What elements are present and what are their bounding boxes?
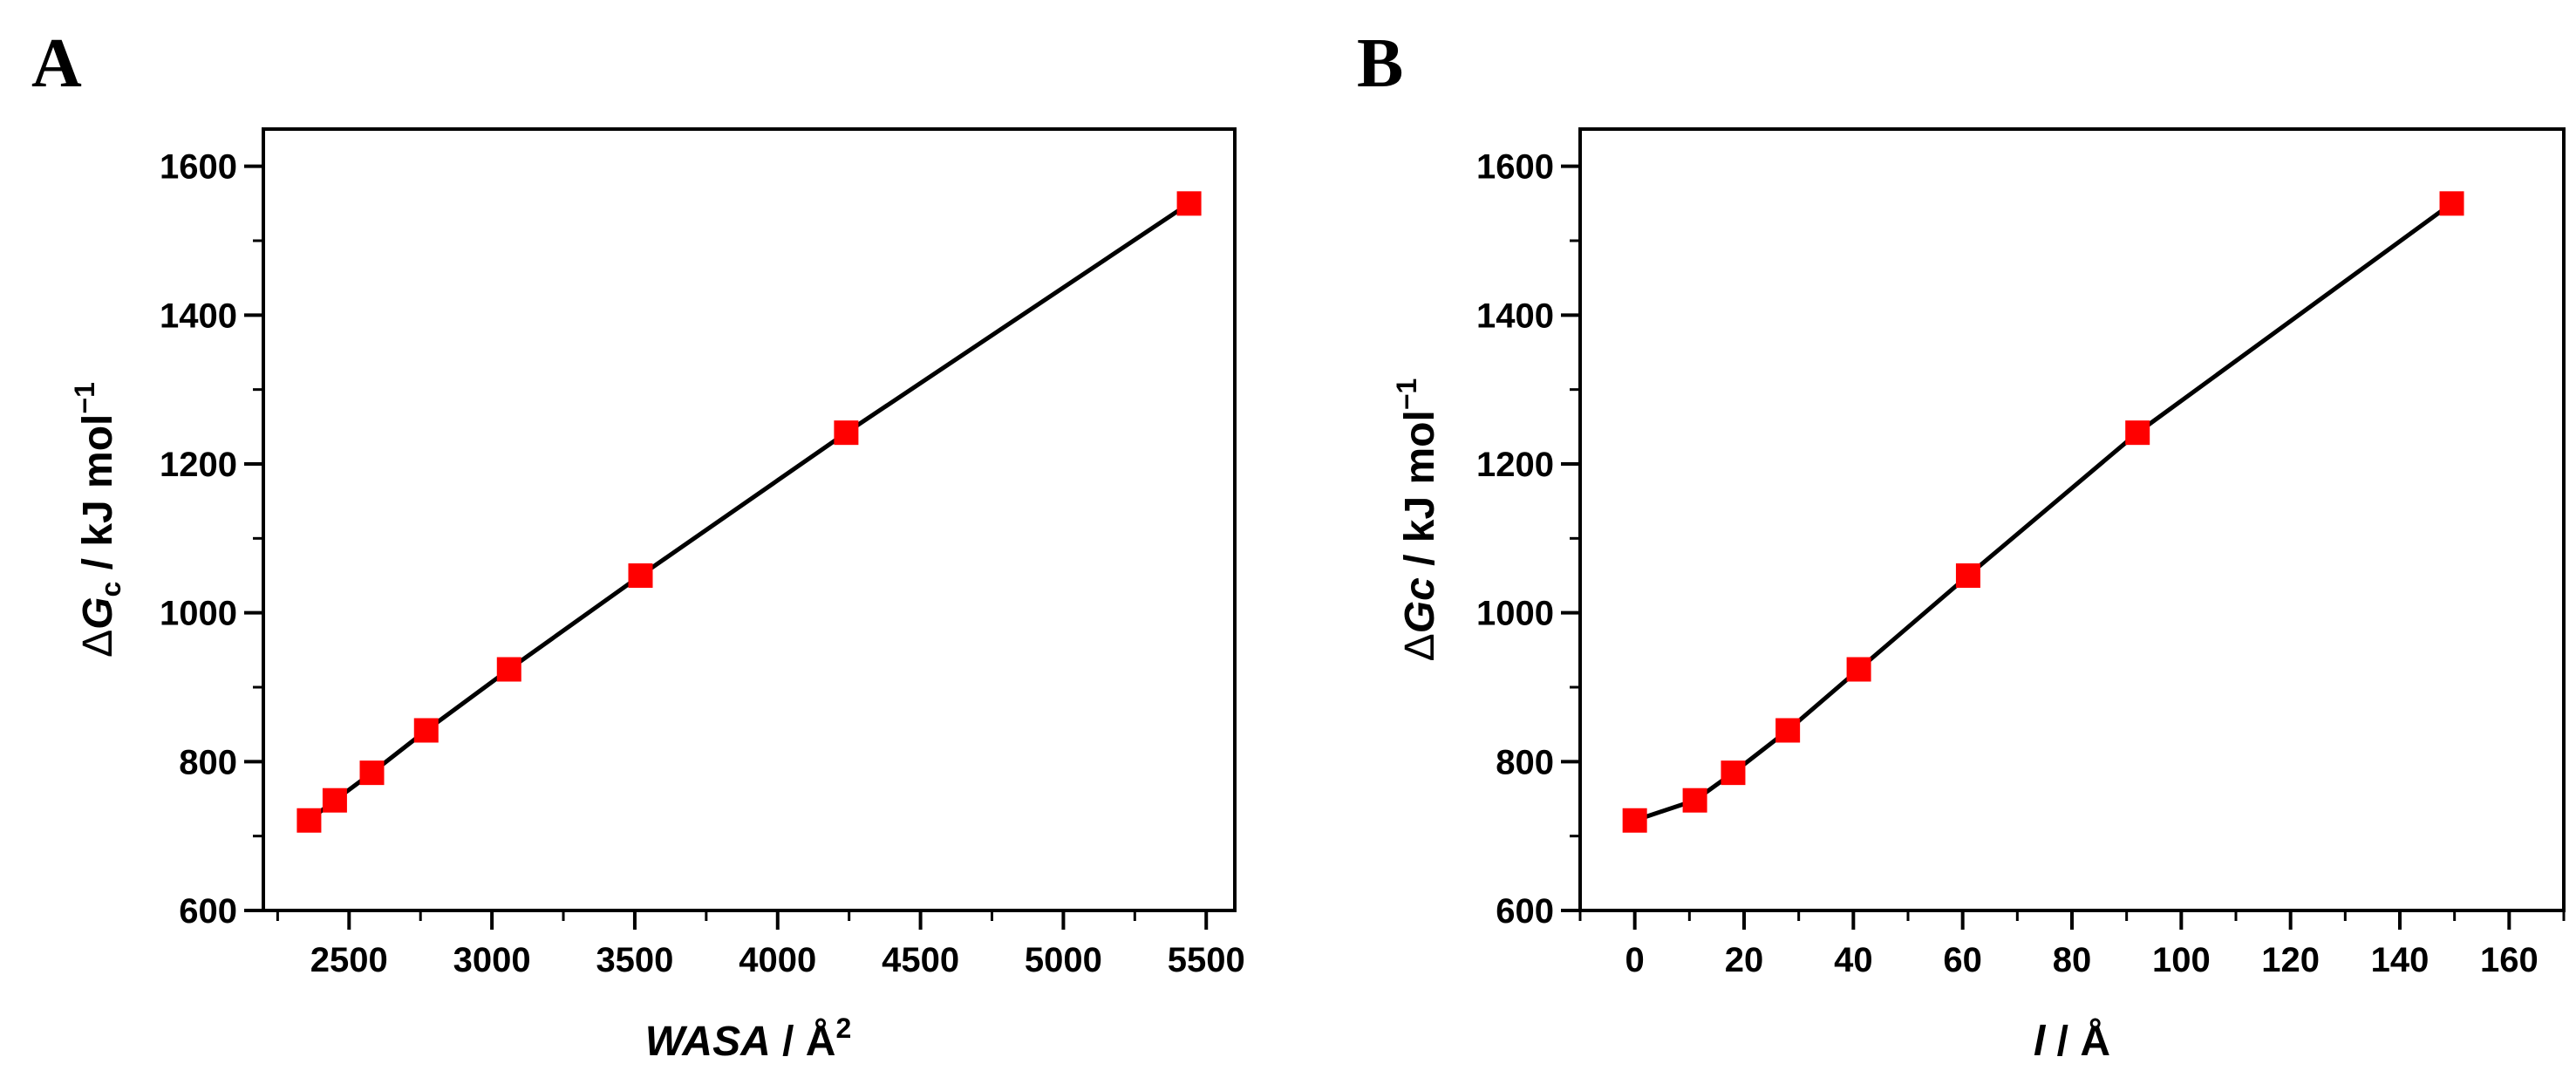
x-tick-label-a: 4000	[739, 941, 816, 979]
x-tick-label-b: 140	[2371, 941, 2429, 979]
y-tick-label-a: 600	[179, 892, 237, 931]
x-tick-label-a: 5500	[1168, 941, 1245, 979]
y-axis-title-b: ΔGc / kJ mol−1	[1391, 378, 1443, 662]
data-point-marker-a	[322, 788, 347, 813]
data-point-marker-a	[496, 657, 521, 682]
y-tick-label-a: 1400	[160, 297, 237, 335]
y-tick-label-a: 1200	[160, 446, 237, 484]
data-point-marker-a	[413, 718, 439, 743]
data-point-marker-b	[1955, 563, 1980, 588]
x-tick-label-a: 3000	[453, 941, 531, 979]
y-tick-label-a: 800	[179, 743, 237, 781]
series-line-a	[307, 201, 1190, 822]
data-point-marker-b	[1721, 760, 1746, 786]
chart-a: 2500 3000 3500 4000 4500 5000 5500 600 800 1000 12…	[69, 127, 1245, 1065]
x-tick-label-b: 80	[2053, 941, 2092, 979]
x-tick-label-b: 20	[1725, 941, 1764, 979]
data-point-marker-b	[1846, 657, 1871, 682]
y-tick-label-b: 1000	[1476, 595, 1554, 633]
x-tick-label-b: 40	[1834, 941, 1873, 979]
x-tick-label-a: 4500	[882, 941, 959, 979]
data-point-marker-a	[359, 760, 385, 786]
y-tick-label-b: 1400	[1476, 297, 1554, 335]
data-point-marker-a	[296, 808, 322, 833]
y-tick-label-b: 1600	[1476, 148, 1554, 187]
panel-label-a: A	[31, 25, 82, 102]
data-point-marker-a	[1176, 191, 1202, 216]
x-tick-label-b: 160	[2480, 941, 2539, 979]
x-tick-label-b: 120	[2261, 941, 2320, 979]
x-tick-label-b: 100	[2152, 941, 2211, 979]
panel-label-b: B	[1357, 25, 1404, 102]
x-tick-label-b: 0	[1625, 941, 1645, 979]
data-point-marker-b	[2439, 191, 2464, 216]
data-point-marker-a	[628, 563, 653, 588]
data-point-marker-b	[1622, 808, 1647, 833]
series-line-b	[1633, 201, 2453, 823]
x-tick-label-a: 3500	[596, 941, 673, 979]
plot-frame-a	[262, 127, 1237, 912]
y-tick-label-b: 600	[1496, 892, 1554, 931]
chart-b: 0 20 40 60 80 100 120 140 160 600 800 1000 1200 1400 1…	[1391, 127, 2566, 1065]
data-point-marker-b	[1682, 788, 1707, 813]
data-point-marker-b	[1775, 718, 1801, 743]
data-point-marker-a	[834, 420, 859, 446]
x-axis-title-a: WASA / Å2	[645, 1013, 851, 1065]
x-tick-label-a: 2500	[310, 941, 388, 979]
x-tick-label-a: 5000	[1025, 941, 1102, 979]
y-tick-label-b: 800	[1496, 743, 1554, 781]
data-point-marker-b	[2125, 420, 2150, 446]
y-axis-title-a: ΔGc / kJ mol−1	[69, 382, 126, 658]
x-axis-title-b: l / Å	[2034, 1018, 2110, 1065]
y-tick-label-b: 1200	[1476, 446, 1554, 484]
plot-frame-b	[1578, 127, 2566, 912]
y-tick-label-a: 1600	[160, 148, 237, 187]
y-tick-label-a: 1000	[160, 595, 237, 633]
x-tick-label-b: 60	[1943, 941, 1982, 979]
